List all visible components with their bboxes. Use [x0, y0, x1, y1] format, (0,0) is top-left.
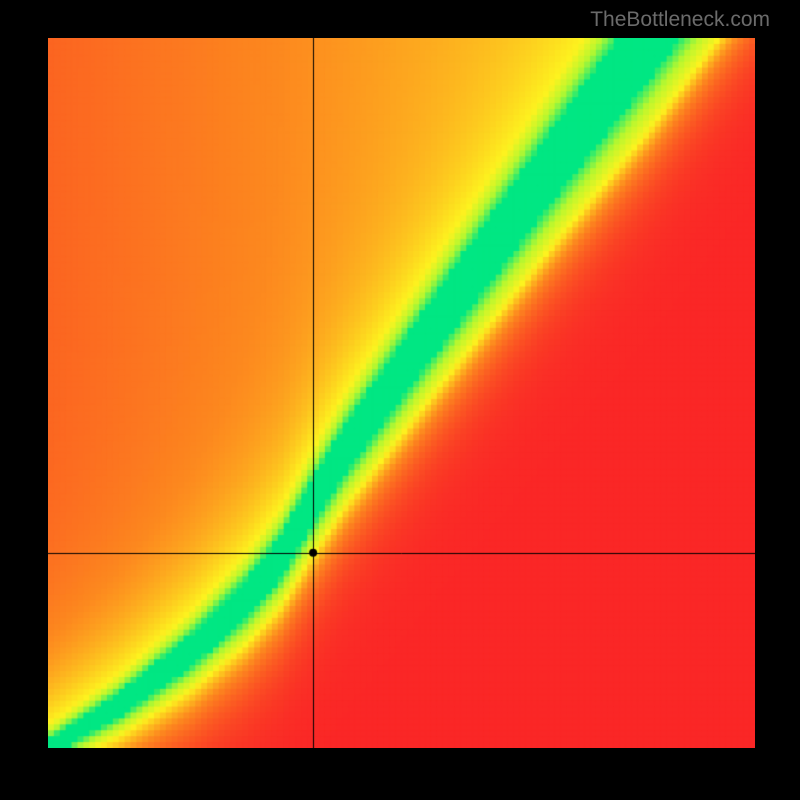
heatmap-canvas	[48, 38, 755, 748]
watermark-text: TheBottleneck.com	[590, 8, 770, 32]
heatmap-container	[48, 38, 755, 748]
